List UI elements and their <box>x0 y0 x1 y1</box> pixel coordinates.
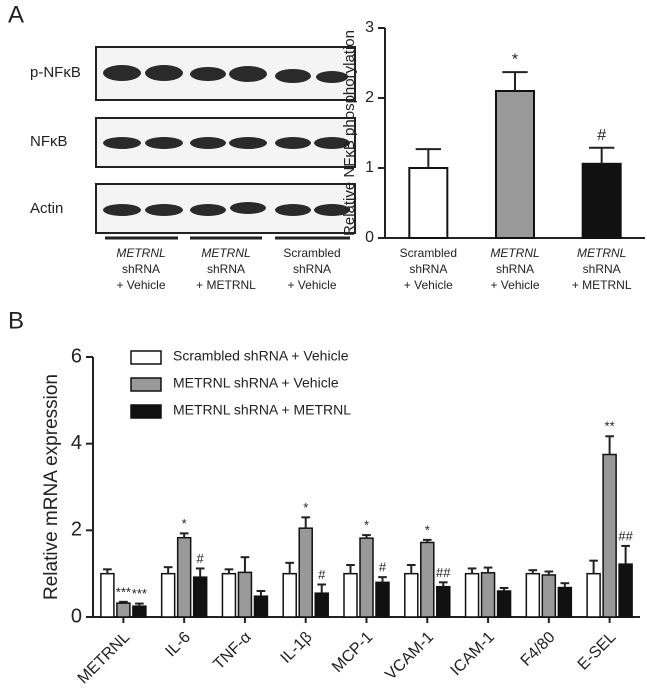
significance: * <box>425 522 430 537</box>
x-tick-label: E-SEL <box>575 629 620 674</box>
x-tick-label: METRNL <box>75 629 134 688</box>
significance: *** <box>132 586 147 601</box>
significance: # <box>379 560 387 575</box>
bar <box>160 572 176 618</box>
bar <box>420 541 435 618</box>
x-tick-label: + METRNL <box>572 278 632 292</box>
bar <box>282 572 297 618</box>
significance: * <box>512 51 518 68</box>
bar <box>581 162 622 239</box>
x-tick-label: shRNA <box>409 262 447 276</box>
legend-label: METRNL shRNA + METRNL <box>173 402 351 418</box>
bar <box>557 586 573 618</box>
bands <box>103 65 350 216</box>
y-tick-label: 3 <box>365 19 374 36</box>
significance: * <box>182 516 187 531</box>
significance: * <box>303 500 308 515</box>
bar <box>343 572 358 618</box>
x-tick-label: + Vehicle <box>404 278 453 292</box>
bar <box>586 572 601 618</box>
legend-swatch <box>130 404 162 419</box>
bar <box>176 536 192 618</box>
bar <box>480 572 496 618</box>
x-tick-label: F4/80 <box>518 629 559 670</box>
blot-group-label: shRNA <box>122 262 160 276</box>
bar <box>408 167 449 239</box>
y-axis-title: Relative NFκB phosphorylation <box>341 30 358 236</box>
legend-swatch <box>130 350 162 365</box>
panel-label: B <box>8 307 24 334</box>
western-blot <box>95 46 356 240</box>
blot-group-label: + Vehicle <box>116 278 165 292</box>
bar <box>359 537 374 618</box>
bar <box>541 574 557 618</box>
legend-swatch <box>130 377 162 392</box>
blot-row-label: NFκB <box>30 133 68 150</box>
x-tick-label: ICAM-1 <box>447 629 497 679</box>
bar <box>314 592 329 618</box>
bar <box>436 585 451 618</box>
blot-row-label: p-NFκB <box>30 64 81 81</box>
y-tick-label: 2 <box>365 89 374 106</box>
blot-group-label: shRNA <box>207 262 245 276</box>
bar <box>100 572 115 618</box>
bar <box>237 571 253 618</box>
bar <box>496 590 512 618</box>
significance: ## <box>618 528 633 543</box>
bar <box>253 595 269 618</box>
blot-group-label: METRNL <box>116 246 165 260</box>
bar <box>192 576 208 618</box>
bar <box>525 572 541 618</box>
x-tick-label: METRNL <box>577 246 626 260</box>
y-tick-label: 0 <box>71 605 82 627</box>
bar <box>298 527 313 618</box>
significance: * <box>364 518 369 533</box>
y-tick-label: 4 <box>71 432 82 454</box>
bar <box>132 605 147 618</box>
bar <box>404 572 419 618</box>
bar <box>464 572 480 618</box>
legend-label: METRNL shRNA + Vehicle <box>173 375 339 391</box>
x-tick-label: IL-6 <box>162 629 194 661</box>
blot-group-label: Scrambled <box>283 246 340 260</box>
significance: # <box>318 567 326 582</box>
significance: *** <box>116 584 131 599</box>
significance: ## <box>436 565 451 580</box>
x-tick-label: Scrambled <box>400 246 457 260</box>
y-tick-label: 2 <box>71 519 82 541</box>
bar <box>495 90 535 239</box>
x-tick-label: VCAM-1 <box>382 629 437 684</box>
blot-group-label: METRNL <box>201 246 250 260</box>
x-tick-label: shRNA <box>583 262 621 276</box>
bar <box>618 563 633 618</box>
x-tick-label: + Vehicle <box>490 278 539 292</box>
bar <box>116 602 131 618</box>
bar <box>602 453 617 618</box>
bar <box>221 572 237 618</box>
x-tick-label: shRNA <box>496 262 534 276</box>
bar <box>375 581 390 618</box>
y-tick-label: 0 <box>365 229 374 246</box>
blot-row-label: Actin <box>30 200 63 217</box>
y-axis-title: Relative mRNA expression <box>41 374 62 600</box>
significance: # <box>197 551 205 566</box>
x-tick-label: IL-1β <box>278 629 316 667</box>
blot-group-label: + Vehicle <box>287 278 336 292</box>
x-tick-label: TNF-α <box>210 629 254 673</box>
blot-group-label: shRNA <box>293 262 331 276</box>
significance: ** <box>605 419 615 434</box>
x-tick-label: METRNL <box>490 246 539 260</box>
blot-group-label: + METRNL <box>196 278 256 292</box>
x-tick-label: MCP-1 <box>329 629 376 676</box>
legend-label: Scrambled shRNA + Vehicle <box>173 348 349 364</box>
y-tick-label: 6 <box>71 345 82 367</box>
significance: # <box>597 127 606 144</box>
y-tick-label: 1 <box>365 159 374 176</box>
panel-label: A <box>8 1 24 28</box>
